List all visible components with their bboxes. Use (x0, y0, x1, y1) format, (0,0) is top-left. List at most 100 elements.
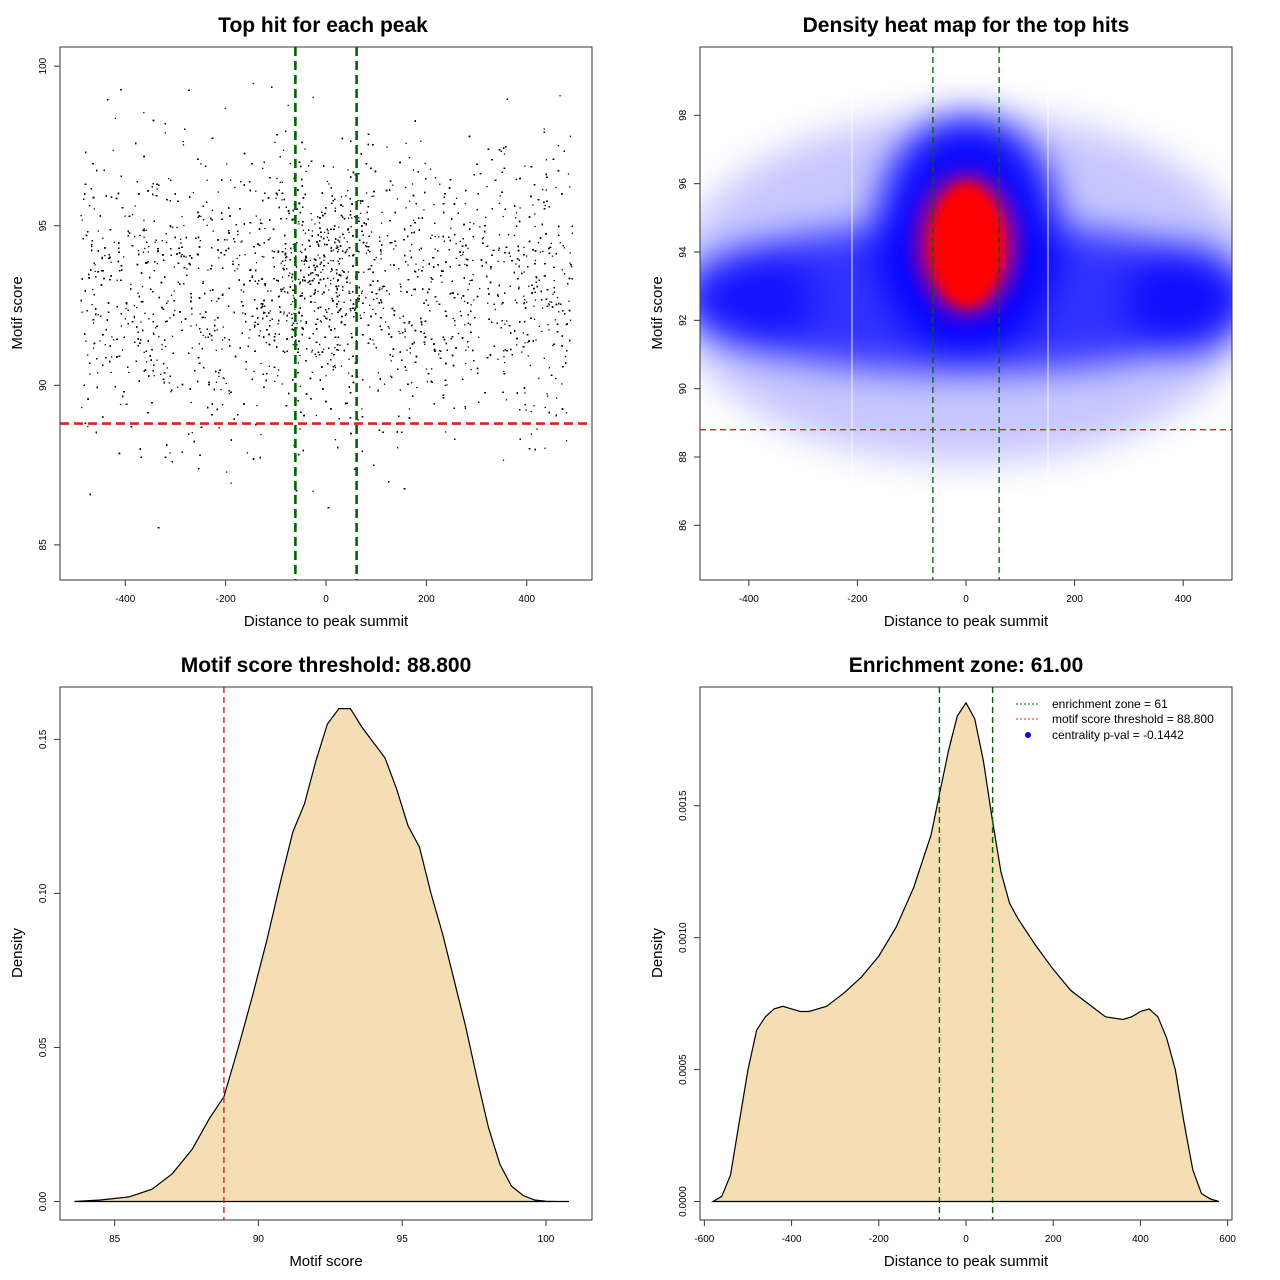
scatter-point (515, 217, 517, 219)
scatter-point (542, 189, 544, 191)
scatter-point (162, 254, 164, 256)
scatter-point (339, 236, 341, 238)
scatter-point (169, 317, 171, 319)
scatter-point (503, 261, 505, 263)
scatter-point (270, 290, 272, 292)
scatter-point (241, 240, 243, 242)
scatter-point (309, 259, 312, 261)
scatter-point (365, 252, 367, 254)
scatter-point (350, 210, 352, 212)
scatter-point (255, 190, 257, 192)
scatter-point (319, 343, 321, 346)
scatter-point (321, 293, 323, 295)
scatter-point (503, 361, 506, 364)
scatter-point (345, 250, 348, 252)
scatter-point (298, 223, 300, 225)
scatter-point (237, 234, 239, 236)
scatter-point (134, 205, 136, 207)
scatter-point (81, 311, 83, 313)
scatter-point (222, 326, 224, 328)
scatter-point (357, 199, 359, 202)
scatter-point (89, 205, 91, 207)
scatter-point (93, 208, 95, 210)
scatter-point (143, 236, 145, 238)
scatter-point (285, 218, 288, 220)
scatter-point (99, 340, 101, 342)
scatter-point (104, 344, 106, 346)
scatter-point (133, 315, 135, 318)
scatter-point (371, 195, 373, 197)
scatter-point (264, 285, 266, 287)
scatter-point (339, 241, 341, 243)
scatter-point (545, 159, 548, 161)
scatter-point (565, 440, 568, 442)
scatter-point (97, 230, 99, 232)
scatter-point (305, 170, 307, 172)
scatter-point (469, 280, 471, 282)
scatter-point (465, 349, 467, 351)
scatter-point (388, 327, 390, 329)
scatter-point (524, 392, 526, 394)
scatter-point (144, 312, 146, 314)
scatter-point (271, 250, 273, 252)
scatter-point (326, 243, 329, 246)
scatter-point (281, 199, 283, 201)
scatter-point (346, 248, 348, 251)
scatter-point (280, 288, 282, 290)
scatter-point (325, 375, 327, 377)
scatter-point (337, 280, 339, 282)
scatter-point (277, 323, 279, 325)
scatter-point (338, 285, 340, 287)
scatter-point (536, 428, 538, 430)
scatter-point (311, 371, 313, 373)
scatter-point (518, 286, 520, 288)
scatter-point (408, 322, 410, 324)
scatter-point (325, 285, 327, 287)
scatter-point (176, 226, 178, 229)
scatter-point (171, 335, 174, 337)
scatter-point (548, 367, 550, 369)
scatter-point (288, 312, 290, 314)
scatter-point (170, 294, 173, 296)
scatter-point (136, 307, 138, 309)
scatter-point (224, 107, 227, 110)
scatter-point (293, 312, 295, 315)
scatter-point (217, 191, 219, 193)
scatter-point (94, 264, 96, 266)
scatter-point (220, 389, 222, 391)
scatter-point (91, 245, 93, 248)
scatter-point (524, 342, 526, 344)
scatter-point (301, 326, 303, 329)
scatter-point (331, 269, 333, 271)
scatter-point (393, 248, 395, 250)
scatter-point (143, 228, 145, 230)
scatter-point (322, 269, 324, 271)
scatter-point (166, 367, 168, 369)
scatter-point (569, 135, 572, 137)
scatter-point (243, 291, 245, 293)
scatter-point (399, 283, 401, 285)
scatter-point (462, 253, 464, 256)
scatter-point (363, 271, 365, 273)
scatter-point (383, 383, 386, 385)
scatter-point (145, 229, 147, 231)
scatter-point (565, 323, 567, 326)
scatter-point (96, 372, 99, 374)
scatter-point (192, 192, 194, 194)
scatter-point (183, 224, 185, 227)
scatter-point (515, 263, 517, 265)
scatter-point (216, 329, 218, 331)
scatter-point (486, 186, 488, 188)
scatter-point (561, 269, 563, 271)
scatter-point (336, 302, 338, 305)
scatter-point (92, 322, 95, 324)
scatter-point (202, 280, 204, 283)
scatter-point (555, 377, 557, 380)
scatter-point (141, 285, 144, 288)
scatter-point (502, 215, 504, 218)
scatter-point (326, 236, 328, 238)
scatter-point (143, 351, 145, 353)
scatter-point (311, 219, 313, 221)
scatter-point (101, 257, 103, 260)
